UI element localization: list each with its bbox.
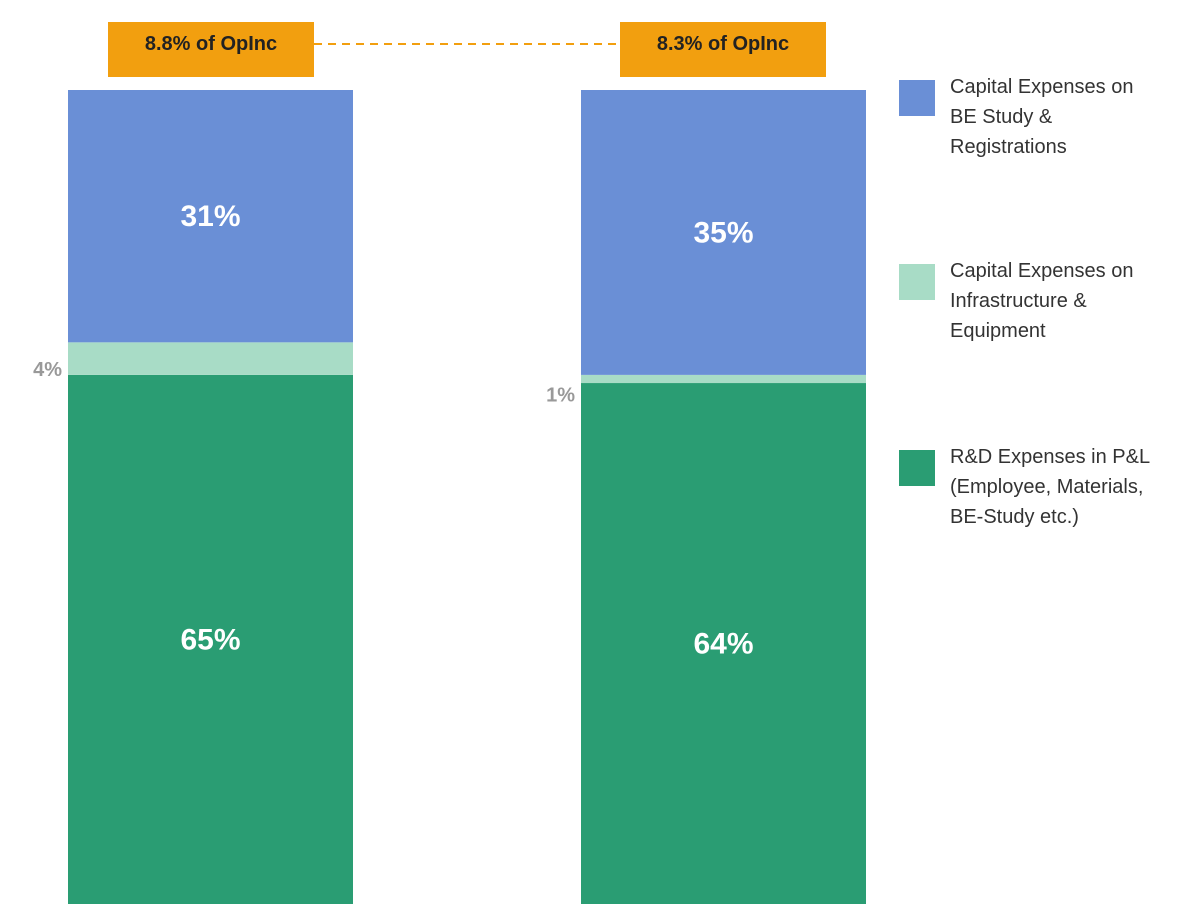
- legend-label: Capital Expenses on Infrastructure & Equ…: [950, 260, 1134, 342]
- bar-segment: [581, 383, 866, 904]
- legend-swatch: [899, 264, 935, 300]
- annotation-box: [620, 22, 826, 77]
- legend-label: Capital Expenses on BE Study & Registrat…: [950, 76, 1134, 158]
- legend-swatch: [899, 80, 935, 116]
- bar-segment: [581, 374, 866, 384]
- bar-segment: [68, 374, 353, 904]
- value-label: 31%: [180, 200, 240, 233]
- annotation-box: [108, 22, 314, 77]
- value-label: 64%: [693, 627, 753, 660]
- bar-segment: [581, 90, 866, 375]
- legend-swatch: [899, 450, 935, 486]
- value-label: 1%: [546, 384, 575, 406]
- annotation-text: 8.3% of OpInc: [657, 33, 789, 55]
- bar-segment: [68, 342, 353, 375]
- annotation-text: 8.8% of OpInc: [145, 33, 277, 55]
- value-label: 65%: [180, 623, 240, 656]
- bar-segment: [68, 90, 353, 343]
- legend-label: R&D Expenses in P&L (Employee, Materials…: [950, 446, 1151, 528]
- value-label: 35%: [693, 216, 753, 249]
- value-label: 4%: [33, 359, 62, 381]
